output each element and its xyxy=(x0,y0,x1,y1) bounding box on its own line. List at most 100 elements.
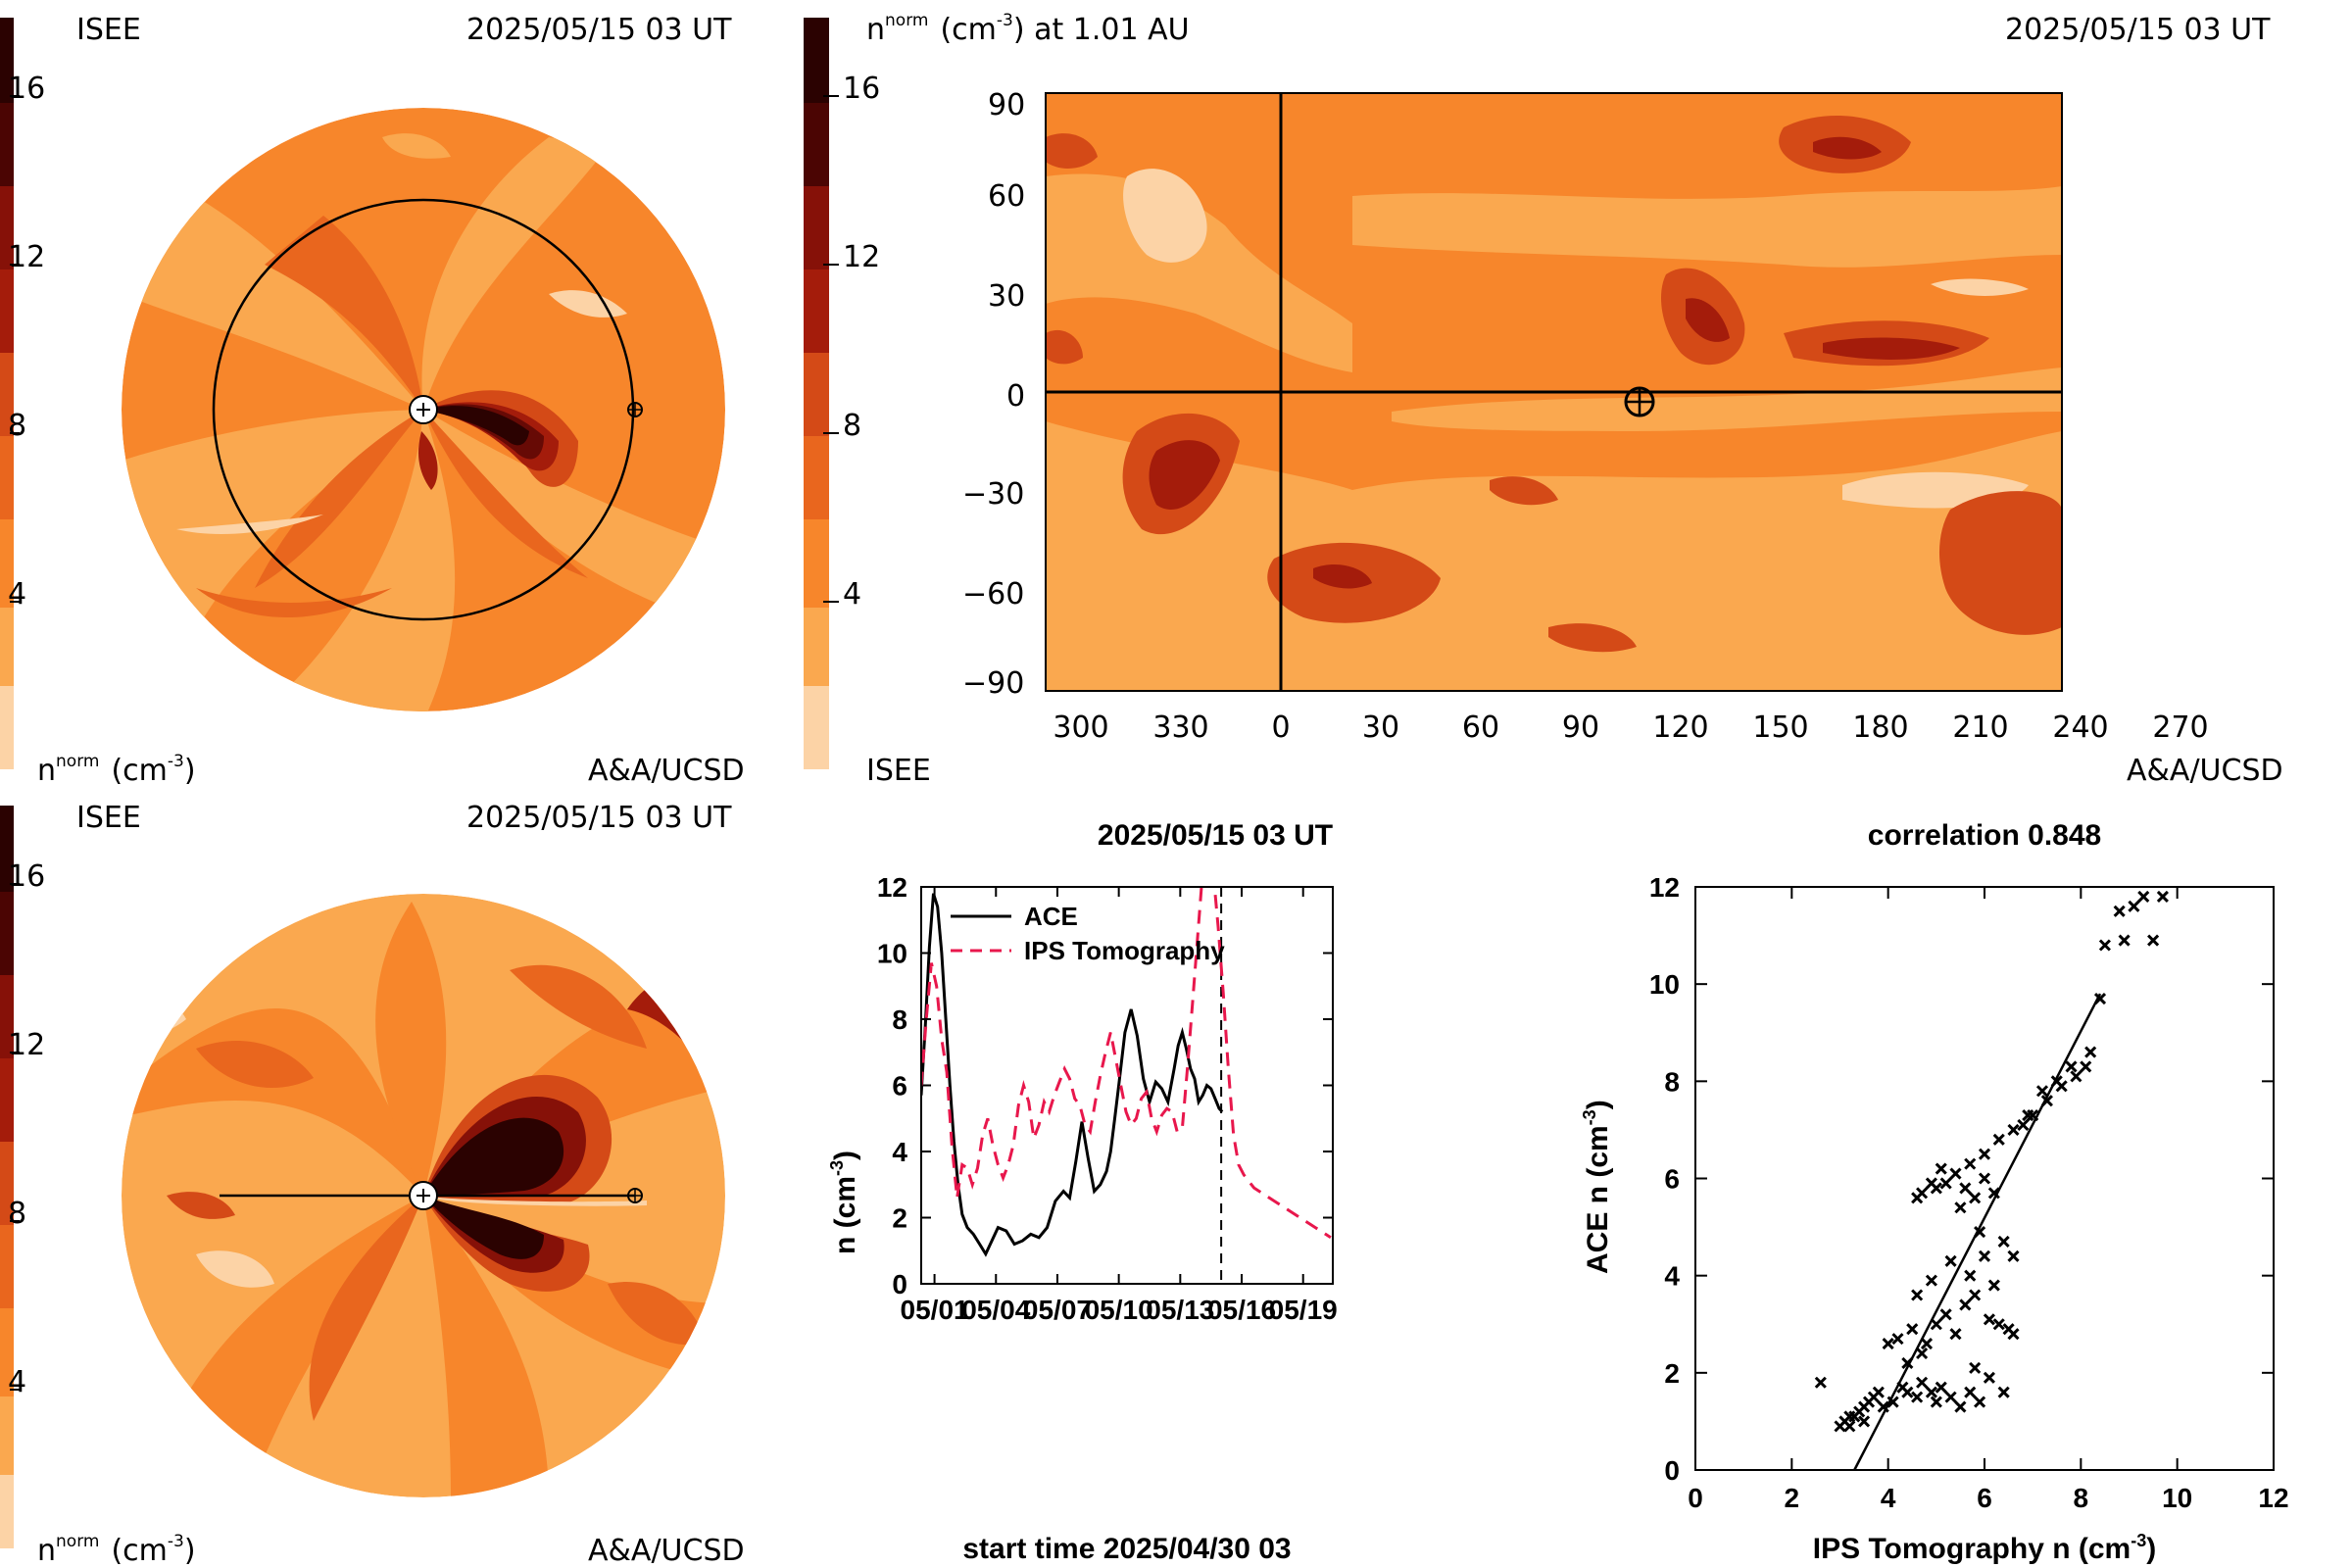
colorbar-segment xyxy=(0,806,14,892)
time-series-chart: 2025/05/15 03 UT 0 2 4 6 8 10 12 05/0105/0405/0… xyxy=(827,819,1338,1565)
legend-label: nnorm (cm-3) xyxy=(37,752,196,788)
x-tick-label: 05/16 xyxy=(1207,1295,1276,1325)
scatter-point xyxy=(2007,1123,2020,1136)
scatter-point xyxy=(1944,1254,1957,1267)
y-tick-label: 4 xyxy=(892,1137,907,1167)
org-label: ISEE xyxy=(76,801,141,835)
colorbar-segment xyxy=(0,1225,14,1308)
org-label: ISEE xyxy=(76,13,141,47)
y-tick-label: 30 xyxy=(988,279,1025,314)
scatter-point xyxy=(1978,1148,1991,1160)
y-tick-label: 8 xyxy=(1664,1066,1680,1097)
y-tick-label: −90 xyxy=(962,666,1024,701)
scatter-point xyxy=(1935,1381,1947,1394)
series-line-ips xyxy=(921,887,1332,1240)
scatter-point xyxy=(2098,939,2111,952)
scatter-point xyxy=(1974,1225,1986,1239)
scatter-point xyxy=(1978,1172,1991,1185)
colorbar-segment xyxy=(804,686,829,769)
legend-label-ace: ACE xyxy=(1024,902,1078,931)
x-tick-label: 05/19 xyxy=(1269,1295,1338,1325)
y-tick-label: 2 xyxy=(1664,1358,1680,1389)
plot-frame xyxy=(920,886,1334,1285)
y-tick-label: 6 xyxy=(1664,1164,1680,1195)
colorbar-segment xyxy=(804,186,829,270)
colorbar-tick-label: 12 xyxy=(843,240,880,274)
legend-label: nnorm (cm-3) xyxy=(37,1532,196,1568)
scatter-point xyxy=(2118,934,2131,947)
x-axis-label: IPS Tomography n (cm-3) xyxy=(1813,1531,2157,1565)
scatter-point xyxy=(1925,1274,1937,1287)
x-tick-label: 60 xyxy=(1462,710,1499,745)
y-tick-label: 10 xyxy=(1649,969,1680,1000)
scatter-point xyxy=(2070,1070,2082,1083)
scatter-point xyxy=(1858,1415,1871,1428)
y-tick-label: 6 xyxy=(892,1071,907,1102)
x-tick-label: 120 xyxy=(1652,710,1708,745)
colorbar-tick-label: 12 xyxy=(8,1028,45,1062)
colorbar-segment xyxy=(804,270,829,353)
earth-marker xyxy=(627,1188,643,1203)
scatter-point xyxy=(2113,905,2126,917)
scatter-point xyxy=(2093,992,2107,1005)
x-tick-label: 4 xyxy=(1881,1483,1896,1513)
scatter-point xyxy=(1997,1386,2010,1398)
colorbar-segment xyxy=(0,103,14,186)
scatter-point xyxy=(1935,1162,1947,1175)
scatter-point xyxy=(2137,890,2150,903)
scatter-point xyxy=(1939,1308,1952,1321)
y-tick-label: 4 xyxy=(1664,1261,1680,1292)
scatter-point xyxy=(1949,1328,1962,1341)
colorbar-segment xyxy=(0,519,14,608)
legend-label-ips: IPS Tomography xyxy=(1024,936,1225,965)
lat-lon-density-panel: 16 12 8 4 nnorm (cm-3) at 1.01 AU 2025/05… xyxy=(804,0,2352,794)
scatter-point xyxy=(2040,1095,2053,1107)
scatter-point xyxy=(1916,1376,1929,1389)
colorbar-segment xyxy=(0,1475,14,1548)
scatter-point xyxy=(1992,1318,2005,1331)
colorbar-tick-label: 16 xyxy=(843,72,880,106)
scatter-point xyxy=(1911,1391,1924,1403)
y-tick-label: 10 xyxy=(877,939,907,969)
scatter-point xyxy=(1925,1386,1937,1398)
colorbar-tick-label: 4 xyxy=(8,577,26,612)
axis-ticks: 0 2 4 6 8 10 12 05/0105/0405/0705/1005/1305/160… xyxy=(877,872,1338,1325)
x-tick-label: 240 xyxy=(2052,710,2108,745)
y-axis-label: n (cm-3) xyxy=(827,1151,861,1254)
colorbar-segment xyxy=(804,519,829,608)
scatter-point xyxy=(1954,1201,1967,1214)
scatter-point xyxy=(1939,1177,1952,1190)
x-tick-label: 05/10 xyxy=(1085,1295,1153,1325)
credit-label: A&A/UCSD xyxy=(2127,754,2283,788)
x-tick-label: 180 xyxy=(1852,710,1908,745)
scatter-point xyxy=(2080,1060,2092,1073)
scatter-point xyxy=(1920,1338,1934,1350)
colorbar-tick-label: 8 xyxy=(8,1197,26,1231)
meridional-density-map: 16 12 8 4 ISEE 2025/05/15 03 UT A&A/UCSD… xyxy=(0,801,745,1568)
x-tick-label: 270 xyxy=(2152,710,2208,745)
y-tick-label: 12 xyxy=(1649,872,1680,903)
colorbar-segment xyxy=(804,608,829,686)
scatter-point xyxy=(1983,1313,1995,1326)
x-tick-label: 05/07 xyxy=(1023,1295,1092,1325)
x-tick-label: 0 xyxy=(1688,1483,1703,1513)
scatter-point xyxy=(1886,1396,1899,1408)
scatter-point xyxy=(1911,1192,1924,1204)
y-tick-label: 60 xyxy=(988,179,1025,214)
x-tick-label: 150 xyxy=(1752,710,1808,745)
y-tick-label: 0 xyxy=(1664,1455,1680,1486)
x-tick-label: 05/13 xyxy=(1146,1295,1214,1325)
scatter-point xyxy=(1969,1361,1982,1374)
scatter-point xyxy=(2017,1118,2030,1132)
colorbar-segment xyxy=(804,353,829,436)
sun-marker xyxy=(409,1181,438,1210)
colorbar-segment xyxy=(0,1396,14,1475)
scatter-point xyxy=(1954,1400,1967,1413)
date-label: 2025/05/15 03 UT xyxy=(466,13,732,47)
x-tick-label: 90 xyxy=(1562,710,1599,745)
y-axis-ticks: 90 60 30 0 −30 −60 −90 xyxy=(962,88,1025,701)
scatter-point xyxy=(2007,1250,2020,1262)
sun-marker xyxy=(409,395,438,424)
scatter-point xyxy=(1872,1386,1885,1398)
fit-line xyxy=(1853,993,2102,1471)
